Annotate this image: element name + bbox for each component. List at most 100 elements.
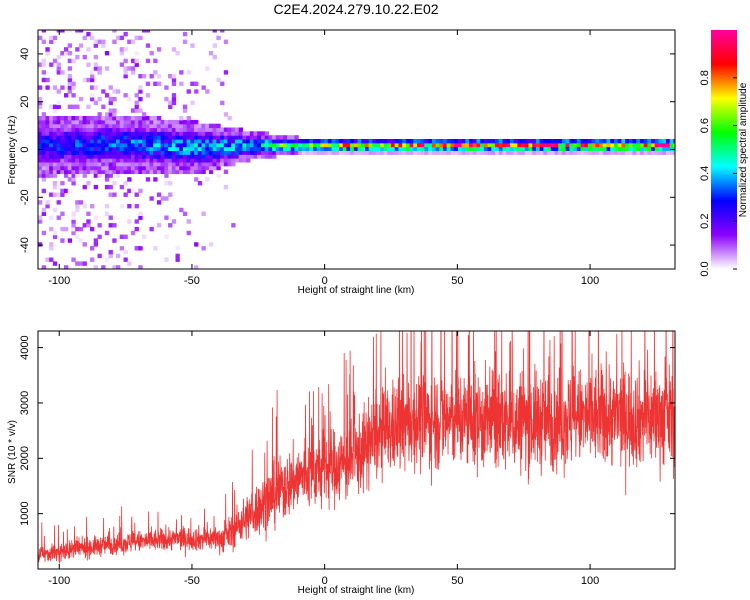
spectrogram-cell — [201, 158, 206, 163]
spectrogram-cell — [212, 146, 217, 151]
spectrogram-cell — [435, 139, 440, 144]
spectrogram-cell — [142, 112, 147, 117]
spectrogram-cell — [662, 150, 667, 155]
spectrogram-cell — [208, 165, 214, 171]
spectrogram-cell — [502, 139, 507, 144]
spectrogram-cell — [208, 150, 214, 155]
spectrogram-cell — [220, 161, 225, 167]
spectrogram-cell — [108, 139, 113, 144]
spectrogram-cell — [142, 154, 147, 159]
spectrogram-cell — [130, 108, 136, 113]
spectrogram-cell — [93, 131, 98, 136]
spectrogram-cell — [67, 85, 72, 90]
spectrogram-cell — [186, 116, 191, 121]
spectrogram-cell — [82, 54, 87, 60]
spectrogram-cell — [52, 230, 58, 236]
spectrogram-cell — [320, 142, 325, 148]
spectrogram-cell — [82, 154, 87, 159]
spectrogram-cell — [424, 139, 429, 144]
spectrogram-cell — [60, 146, 65, 151]
spectrogram-cell — [275, 150, 281, 155]
spectrogram-cell — [595, 150, 600, 155]
spectrogram-cell — [171, 47, 177, 52]
spectrogram-cell — [275, 135, 281, 140]
spectrogram-cell — [38, 139, 43, 144]
spectrogram-cell — [186, 150, 191, 155]
spectrogram-cell — [179, 207, 184, 213]
spectrogram-cell — [257, 154, 262, 159]
spectrogram-cell — [476, 146, 481, 151]
spectrogram-cell — [205, 177, 210, 182]
spectrogram-cell — [305, 142, 310, 148]
spectrogram-cell — [52, 127, 58, 132]
spectrogram-cell — [41, 116, 46, 121]
spectrogram-cell — [38, 142, 43, 148]
spectrogram-cell — [112, 119, 117, 125]
spectrogram-cell — [182, 150, 188, 155]
spectrogram-cell — [171, 154, 177, 159]
spectrogram-cell — [138, 139, 143, 144]
spectrogram-cell — [662, 146, 667, 151]
spectrogram-cell — [182, 31, 188, 37]
spectrogram-cell — [554, 142, 559, 148]
spectrogram-cell — [179, 127, 184, 132]
spectrogram-cell — [56, 184, 61, 190]
spectrogram-cell — [628, 139, 634, 144]
spectrogram-cell — [127, 96, 132, 102]
spectrogram-cell — [82, 158, 87, 163]
spectrogram-cell — [127, 146, 132, 151]
spectrogram-cell — [134, 135, 139, 140]
spectrogram-cell — [298, 142, 303, 148]
spectrogram-cell — [86, 139, 91, 144]
spectrogram-cell — [60, 169, 65, 174]
spectrogram-cell — [208, 51, 214, 56]
spectrogram-cell — [145, 131, 151, 136]
spectrogram-cell — [194, 165, 199, 171]
spectrogram-cell — [606, 150, 611, 155]
spectrogram-cell — [127, 204, 132, 209]
spectrogram-cell — [179, 158, 184, 163]
spectrogram-cell — [45, 257, 50, 262]
spectrogram-cell — [428, 150, 433, 155]
spectrogram-cell — [320, 146, 325, 151]
spectrogram-cell — [238, 146, 243, 151]
spectrogram-cell — [372, 146, 377, 151]
spectrogram-cell — [78, 169, 84, 174]
spectrogram-cell — [182, 123, 188, 129]
spectrogram-cell — [208, 123, 214, 129]
spectrogram-cell — [528, 146, 533, 151]
spectrogram-cell — [112, 146, 117, 151]
spectrogram-cell — [324, 150, 329, 155]
spectrogram-cell — [108, 249, 113, 255]
spectrogram-cell — [669, 139, 674, 144]
spectrogram-cell — [97, 173, 102, 178]
spectrogram-cell — [171, 150, 177, 155]
spectrogram-cell — [179, 142, 184, 148]
spectrogram-cell — [171, 123, 177, 129]
spectrogram-cell — [145, 93, 151, 98]
spectrogram-cell — [636, 150, 641, 155]
spectrogram-cell — [175, 127, 180, 132]
spectrogram-cell — [160, 146, 165, 151]
spectrogram-cell — [142, 150, 147, 155]
spectrogram-cell — [97, 223, 102, 228]
spectrogram-cell — [67, 43, 72, 48]
spectrogram-cell — [182, 108, 188, 113]
spectrogram-cell — [64, 47, 69, 52]
spectrogram-x-tick-label: 0 — [322, 275, 328, 287]
spectrogram-cell — [130, 135, 136, 140]
spectrogram-cell — [93, 150, 98, 155]
spectrogram-cell — [123, 150, 128, 155]
spectrogram-cell — [491, 146, 496, 151]
spectrogram-cell — [238, 158, 243, 163]
spectrogram-cell — [130, 154, 136, 159]
spectrogram-cell — [662, 142, 667, 148]
spectrogram-cell — [576, 150, 582, 155]
spectrogram-cell — [168, 146, 173, 151]
spectrogram-cell — [197, 169, 203, 174]
spectrogram-cell — [71, 93, 76, 98]
spectrogram-cell — [584, 150, 589, 155]
spectrogram-cell — [64, 265, 69, 269]
spectrogram-cell — [108, 223, 113, 228]
spectrogram-cell — [149, 161, 154, 167]
